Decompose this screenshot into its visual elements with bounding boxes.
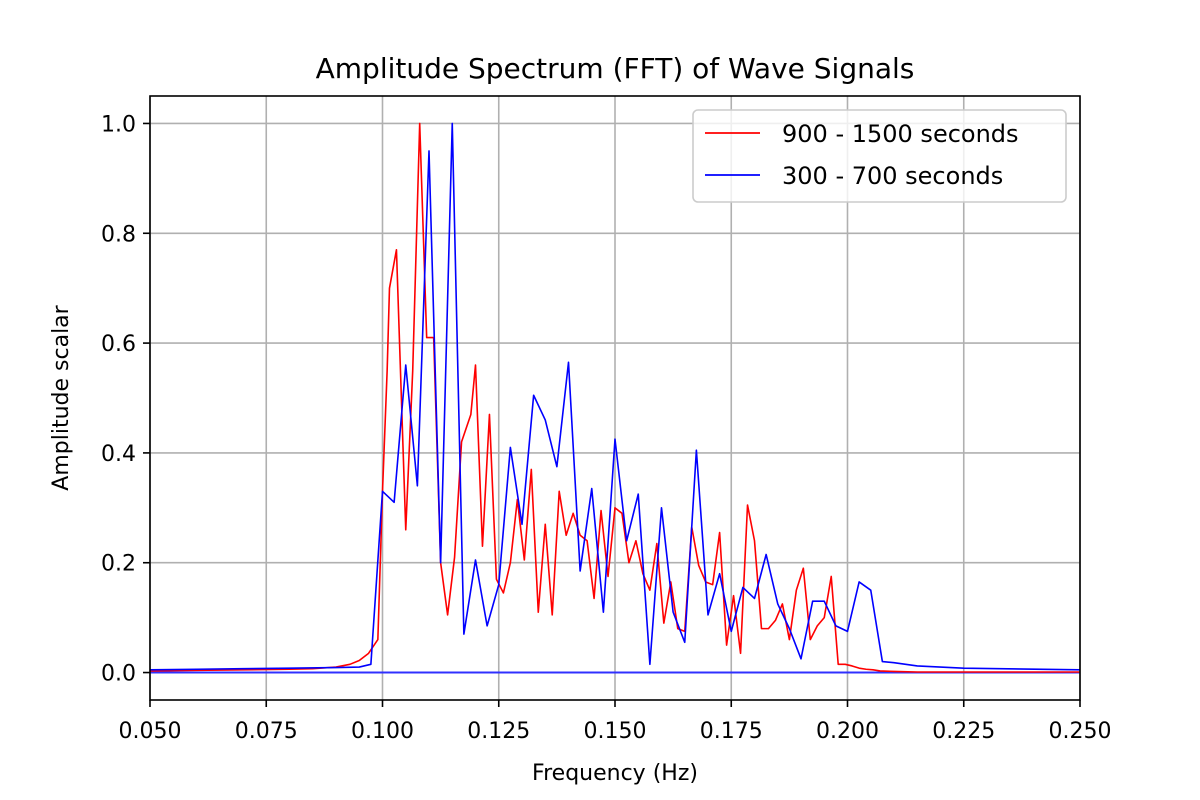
legend-box (692, 109, 1067, 203)
y-tick-label: 0.2 (101, 552, 136, 577)
x-tick-label: 0.175 (700, 719, 763, 744)
y-tick-label: 0.8 (101, 222, 136, 247)
y-tick-label: 0.0 (101, 662, 136, 687)
x-tick-label: 0.200 (816, 719, 879, 744)
x-tick-label: 0.075 (235, 719, 298, 744)
legend-label-300-700: 300 - 700 seconds (782, 162, 1003, 190)
y-tick-label: 0.4 (101, 442, 136, 467)
legend: 900 - 1500 seconds 300 - 700 seconds (692, 109, 1067, 203)
y-tick-label: 0.6 (101, 332, 136, 357)
x-ticks: 0.050 0.075 0.100 0.125 0.150 0.175 0.200 0.225… (119, 700, 1112, 744)
legend-label-900-1500: 900 - 1500 seconds (782, 120, 1019, 148)
series-group (149, 122, 1081, 673)
x-axis-label: Frequency (Hz) (532, 761, 698, 786)
chart-title: Amplitude Spectrum (FFT) of Wave Signals (316, 52, 915, 85)
series-line-1 (149, 122, 1081, 671)
series-line-0 (149, 122, 1080, 673)
y-axis-label: Amplitude scalar (49, 304, 74, 490)
x-tick-label: 0.150 (584, 719, 647, 744)
x-tick-label: 0.100 (351, 719, 414, 744)
y-ticks: 0.0 0.2 0.4 0.6 0.8 1.0 (101, 112, 150, 687)
x-tick-label: 0.125 (467, 719, 530, 744)
y-tick-label: 1.0 (101, 112, 136, 137)
x-tick-label: 0.050 (119, 719, 182, 744)
x-tick-label: 0.250 (1049, 719, 1112, 744)
x-tick-label: 0.225 (932, 719, 995, 744)
